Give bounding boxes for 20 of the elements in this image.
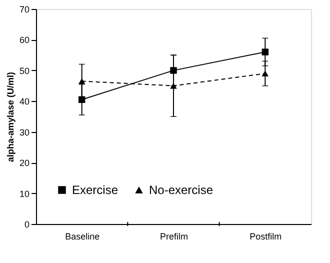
point <box>170 82 177 89</box>
legend-label: No-exercise <box>149 183 214 197</box>
y-tick-label: 20 <box>19 158 30 168</box>
y-tick-label: 0 <box>24 220 30 230</box>
y-axis-title: alpha-amylase (U/ml) <box>5 72 16 162</box>
point <box>78 78 86 84</box>
y-tick-label: 60 <box>19 35 30 46</box>
x-tick-label: Prefilm <box>160 232 188 242</box>
point <box>262 70 269 76</box>
point <box>170 67 177 74</box>
point <box>78 96 86 103</box>
y-tick-label: 40 <box>19 96 30 107</box>
x-tick-label: Postfilm <box>250 232 282 242</box>
y-tick-label: 50 <box>19 66 30 76</box>
legend-label: Exercise <box>72 183 118 197</box>
point <box>262 48 269 56</box>
x-tick-label: Baseline <box>65 232 100 242</box>
y-tick-label: 70 <box>19 4 30 14</box>
y-tick-label: 30 <box>19 127 30 138</box>
y-tick-label: 10 <box>19 188 30 199</box>
